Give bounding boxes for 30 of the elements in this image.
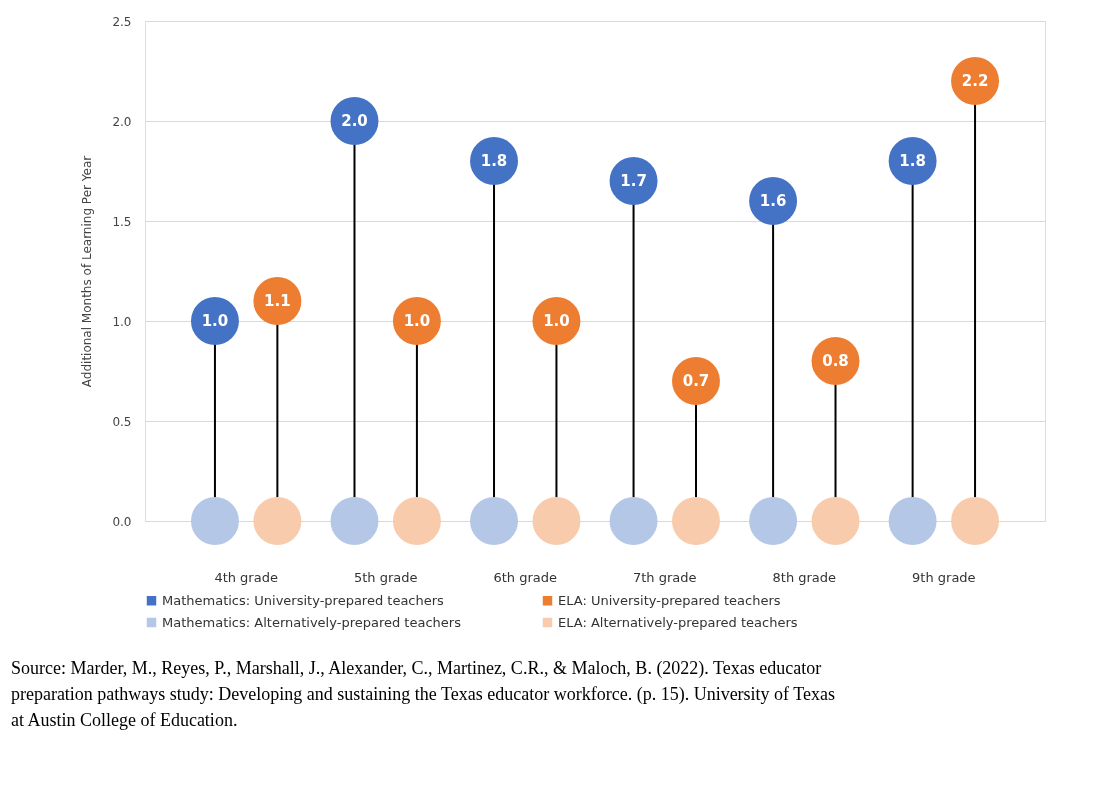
y-tick-label: 2.5 (112, 14, 132, 29)
y-tick-label: 2.0 (112, 114, 132, 129)
x-tick-label: 7th grade (632, 569, 697, 585)
legend-label: Mathematics: Alternatively-prepared teachers (162, 614, 462, 630)
y-tick-label: 0.0 (112, 514, 132, 529)
data-label: 2.2 (961, 72, 989, 90)
data-label: 1.8 (899, 152, 926, 170)
data-label: 1.0 (543, 312, 570, 330)
x-tick-label: 5th grade (353, 569, 418, 585)
data-label: 1.0 (201, 312, 229, 330)
data-label: 1.0 (403, 312, 431, 330)
legend-label: Mathematics: University-prepared teachers (162, 592, 445, 608)
data-label: 1.7 (620, 172, 647, 190)
legend-label: ELA: Alternatively-prepared teachers (558, 614, 798, 630)
source-note: Source: Marder, M., Reyes, P., Marshall, J., Alexander, C., Martinez, C.R., & Maloch, B. (2022). Texas educator preparation pathways study: Developing and sustaining the Texas educator workforce. (p. 15). University of Texas at Austin College of Education. (10, 658, 836, 730)
legend-label: ELA: University-prepared teachers (558, 592, 781, 608)
data-label: 1.6 (759, 192, 787, 210)
data-label: 1.8 (480, 152, 508, 170)
y-tick-label: 0.5 (112, 414, 132, 429)
x-tick-label: 9th grade (912, 569, 976, 585)
y-tick-label: 1.5 (112, 214, 132, 229)
data-label: 2.0 (341, 112, 368, 130)
data-label: 0.8 (822, 352, 849, 370)
data-label: 1.1 (264, 292, 291, 310)
y-tick-label: 1.0 (112, 314, 132, 329)
data-label: 0.7 (682, 372, 710, 390)
x-tick-label: 8th grade (772, 569, 837, 585)
y-axis-title: Additional Months of Learning Per Year (80, 155, 95, 388)
x-tick-label: 6th grade (493, 569, 558, 585)
x-tick-label: 4th grade (214, 569, 278, 585)
